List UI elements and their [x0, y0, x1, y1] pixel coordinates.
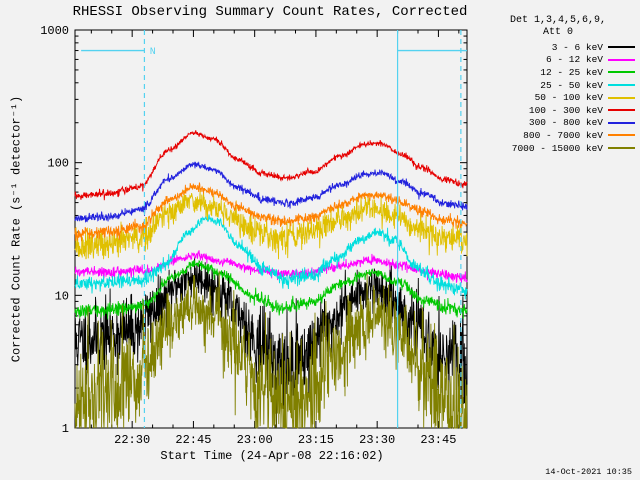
series-line-6---12-keV: [74, 250, 468, 284]
legend: Det 1,3,4,5,6,9, Att 0 3 - 6 keV 6 - 12 k…: [481, 15, 635, 154]
legend-entry: 100 - 300 keV: [481, 104, 635, 117]
x-axis-label: Start Time (24-Apr-08 22:16:02): [160, 449, 384, 463]
x-axis-tick-label: 23:15: [298, 433, 334, 447]
y-axis-tick-label: 100: [47, 157, 69, 171]
legend-entry: 12 - 25 keV: [481, 66, 635, 79]
legend-entry: 300 - 800 keV: [481, 117, 635, 130]
x-axis-tick-label: 22:45: [175, 433, 211, 447]
legend-entry-label: 25 - 50 keV: [540, 79, 603, 91]
legend-header-detectors: Det 1,3,4,5,6,9,: [509, 15, 606, 26]
legend-entry: 3 - 6 keV: [481, 41, 635, 54]
legend-color-line: [608, 46, 635, 49]
y-axis-tick-label: 1000: [40, 24, 69, 38]
x-axis-tick-label: 23:45: [420, 433, 456, 447]
y-axis-tick-label: 10: [55, 289, 69, 303]
series-line-12---25-keV: [74, 260, 468, 320]
legend-color-line: [608, 121, 635, 124]
creation-timestamp: 14-Oct-2021 10:35: [545, 467, 632, 477]
legend-color-line: [608, 147, 635, 150]
legend-entry-label: 3 - 6 keV: [551, 41, 603, 53]
legend-entry-label: 300 - 800 keV: [528, 117, 603, 129]
legend-entry: 6 - 12 keV: [481, 54, 635, 67]
legend-entries: 3 - 6 keV 6 - 12 keV 12 - 25 keV 25 - 50 ke…: [481, 41, 635, 154]
legend-entry-label: 50 - 100 keV: [534, 92, 603, 104]
y-axis-tick-label: 1: [62, 422, 69, 436]
x-axis-tick-label: 22:30: [114, 433, 150, 447]
legend-entry: 800 - 7000 keV: [481, 129, 635, 142]
legend-entry-label: 800 - 7000 keV: [523, 129, 603, 141]
legend-entry-label: 6 - 12 keV: [545, 54, 603, 66]
legend-entry: 25 - 50 keV: [481, 79, 635, 92]
legend-color-line: [608, 84, 635, 87]
series-line-7000---15000-keV: [74, 270, 468, 429]
series-line-50---100-keV: [74, 189, 468, 260]
legend-entry: 50 - 100 keV: [481, 91, 635, 104]
legend-color-line: [608, 71, 635, 74]
series-line-100---300-keV: [74, 130, 468, 201]
legend-color-line: [608, 109, 635, 112]
x-axis-tick-label: 23:00: [237, 433, 273, 447]
legend-entry-label: 100 - 300 keV: [528, 104, 603, 116]
chart-title: RHESSI Observing Summary Count Rates, Co…: [72, 4, 468, 20]
night-flag-label: N: [150, 47, 156, 58]
y-axis-label: Corrected Count Rate (s⁻¹ detector⁻¹): [9, 95, 24, 363]
legend-color-line: [608, 96, 635, 99]
x-axis-tick-label: 23:30: [359, 433, 395, 447]
legend-color-line: [608, 58, 635, 61]
series-line-300---800-keV: [74, 161, 468, 223]
legend-entry-label: 7000 - 15000 keV: [511, 142, 603, 154]
series-line-25---50-keV: [74, 214, 468, 300]
series-line-800---7000-keV: [74, 182, 468, 242]
legend-entry: 7000 - 15000 keV: [481, 142, 635, 155]
legend-entry-label: 12 - 25 keV: [540, 66, 603, 78]
legend-color-line: [608, 134, 635, 137]
legend-header-attenuator: Att 0: [542, 27, 573, 38]
